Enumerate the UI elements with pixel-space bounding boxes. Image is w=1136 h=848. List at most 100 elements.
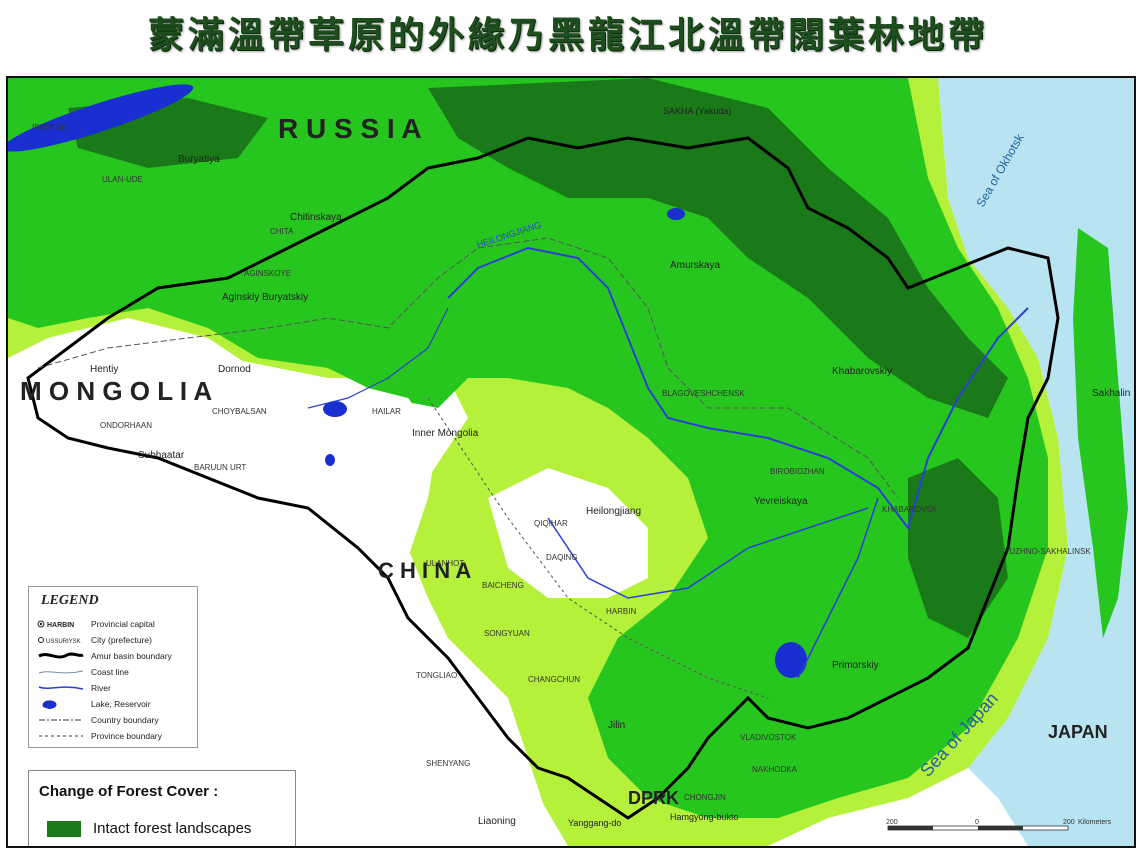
legend-label: River [91, 683, 111, 693]
city-label: HARBIN [606, 607, 636, 616]
songnen-plain [488, 468, 648, 598]
city-label: DAQING [546, 553, 578, 562]
city-label: SHENYANG [426, 759, 470, 768]
province-boundary-icon [39, 735, 83, 737]
river-ussuri [797, 497, 879, 679]
legend-label: Country boundary [91, 715, 159, 725]
river-icon [38, 686, 84, 690]
region-label: Liaoning [478, 816, 516, 827]
city-label: AGINSKOYE [244, 269, 291, 278]
city-label: QIQIHAR [534, 519, 568, 528]
legend-sample: HARBIN [47, 622, 74, 629]
city-label: IRKUTSK [32, 123, 67, 132]
amur-basin-boundary [26, 136, 1060, 820]
lake-zeya [667, 208, 685, 220]
legend-item-city: USSURIYSK City (prefecture) [37, 633, 197, 647]
scale-label: 0 [975, 819, 979, 826]
city-label: ULAN-UDE [102, 175, 143, 184]
city-markers: IRKUTSK ULAN-UDE CHITA AGINSKOYE CHOYBAL… [32, 123, 1091, 802]
forest-cover-label: Intact forest landscapes [93, 820, 252, 837]
lake-baikal [8, 84, 194, 152]
region-label: Subhaatar [138, 450, 185, 461]
country-label-dprk: DPRK [628, 788, 679, 808]
scale-label: 200 [886, 819, 898, 826]
river-amur [447, 246, 1029, 531]
region-label: Heilongjiang [586, 506, 641, 517]
legend-title: LEGEND [41, 593, 99, 608]
current-forest-north-strip [48, 138, 308, 278]
city-label: TONGLIAO [416, 671, 457, 680]
legend-item-province-boundary: Province boundary [37, 729, 197, 743]
legend-item-country-boundary: Country boundary [37, 713, 197, 727]
city-label: CHOYBALSAN [212, 407, 267, 416]
page-title: 蒙滿溫帶草原的外緣乃黑龍江北溫帶闊葉林地帶 [147, 14, 988, 56]
legend-item-provincial-capital: HARBIN Provincial capital [37, 617, 197, 631]
city-label: BLAGOVESHCHENSK [662, 389, 745, 398]
city-label: CHITA [270, 227, 294, 236]
city-label: ONDORHAAN [100, 421, 152, 430]
intact-forest-swatch [47, 821, 81, 837]
river-argun [307, 307, 449, 409]
region-label: SAKHA (Yakuda) [663, 106, 731, 116]
forest-cover-legend: Change of Forest Cover : Intact forest l… [28, 770, 296, 846]
city-label: HAILAR [372, 407, 401, 416]
current-forest-sakhalin [1073, 228, 1128, 638]
legend-item-lake: Lake, Reservoir [37, 697, 197, 711]
legend-item-river: River [37, 681, 197, 695]
legend-item-basin-boundary: Amur basin boundary [37, 649, 197, 663]
lake-khanka [775, 642, 807, 678]
region-label: Khabarovskiy [832, 366, 892, 377]
legend-label: Lake, Reservoir [91, 699, 151, 709]
region-label: Buryatiya [178, 154, 220, 165]
scale-label: 200 [1063, 819, 1075, 826]
region-label: Aginskiy Buryatskiy [222, 292, 308, 303]
region-label: Hamgyong-bukto [670, 812, 739, 822]
basin-boundary-icon [38, 652, 84, 659]
legend-sample: USSURIYSK [46, 639, 81, 645]
legend-label: Provincial capital [91, 619, 155, 629]
region-label: Inner Mongolia [412, 428, 479, 439]
region-label: Primorskiy [832, 660, 879, 671]
city-label: BIROBIDZHAN [770, 467, 825, 476]
country-boundary-icon [39, 719, 83, 721]
city-label: ULANHOT [426, 559, 464, 568]
country-label-mongolia: M O N G O L I A [20, 376, 212, 406]
map-frame: R U S S I A M O N G O L I A C H I N A JA… [6, 76, 1136, 848]
scale-bar: 200 0 200 Kilometers [886, 819, 1112, 831]
region-label: Yevreiskaya [754, 496, 808, 507]
title-bar: 蒙滿溫帶草原的外緣乃黑龍江北溫帶闊葉林地帶 [0, 0, 1136, 72]
provincial-capital-icon: HARBIN [37, 620, 74, 629]
legend-label: Coast line [91, 667, 129, 677]
city-label: NAKHODKA [752, 765, 798, 774]
legend-label: Amur basin boundary [91, 651, 172, 661]
region-label: Jilin [608, 720, 625, 731]
country-label-china: C H I N A [378, 558, 471, 583]
legend-label: Province boundary [91, 731, 162, 741]
intact-forest-patch [428, 78, 1008, 418]
region-label: Hentiy [90, 364, 118, 375]
country-label-russia: R U S S I A [278, 113, 422, 144]
region-label: Yanggang-do [568, 818, 621, 828]
city-label: YUZHNO-SAKHALINSK [1004, 547, 1091, 556]
lake-hulun [323, 401, 347, 417]
lake-buir [325, 454, 335, 466]
city-icon: USSURIYSK [38, 637, 81, 645]
city-label: CHONGJIN [684, 793, 726, 802]
region-label: Sakhalin [1092, 388, 1130, 399]
country-label-japan: JAPAN [1048, 722, 1108, 742]
intact-forest-patch-east [908, 458, 1008, 638]
country-boundary [37, 237, 899, 499]
region-label: Dornod [218, 364, 251, 375]
city-label: SONGYUAN [484, 629, 530, 638]
city-label: KHABAROVSK [882, 505, 938, 514]
legend-label: City (prefecture) [91, 635, 152, 645]
map-legend: LEGEND HARBIN Provincial capital USSURIY… [28, 586, 198, 748]
legend-item-coast-line: Coast line [37, 665, 197, 679]
region-label: Chitinskaya [290, 212, 342, 223]
region-label: Amurskaya [670, 260, 720, 271]
city-label: BAICHENG [482, 581, 524, 590]
city-label: BARUUN URT [194, 463, 246, 472]
lake-icon [42, 700, 57, 709]
coast-line-icon [38, 670, 84, 674]
province-boundary [427, 397, 769, 699]
